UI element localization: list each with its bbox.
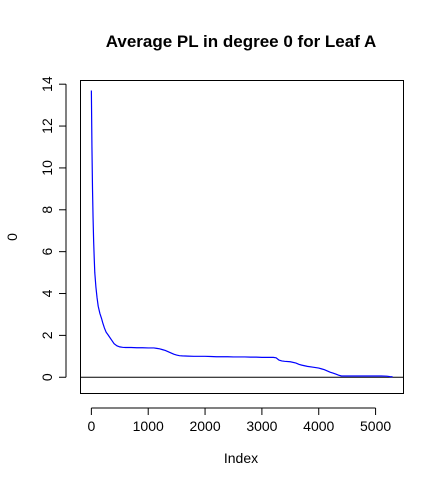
series-line <box>90 90 393 378</box>
y-tick-label: 4 <box>39 289 55 297</box>
y-tick-label: 2 <box>39 331 55 339</box>
y-tick-label: 10 <box>39 160 55 176</box>
x-tick-label: 3000 <box>246 418 277 434</box>
x-axis-label: Index <box>224 450 258 466</box>
x-tick-label: 4000 <box>303 418 334 434</box>
x-tick-label: 1000 <box>133 418 164 434</box>
y-axis-label: 0 <box>4 233 20 241</box>
x-tick-label: 5000 <box>360 418 391 434</box>
y-tick-label: 8 <box>39 206 55 214</box>
plot-box <box>80 80 404 394</box>
x-axis: 0 1000 2000 3000 4000 5000 <box>87 407 391 434</box>
chart-title: Average PL in degree 0 for Leaf A <box>106 32 377 51</box>
y-axis: 0 2 4 6 8 10 12 14 <box>39 76 67 381</box>
y-tick-label: 6 <box>39 248 55 256</box>
y-tick-label: 12 <box>39 118 55 134</box>
x-tick-label: 2000 <box>189 418 220 434</box>
y-tick-label: 14 <box>39 76 55 92</box>
x-tick-label: 0 <box>87 418 95 434</box>
y-tick-label: 0 <box>39 373 55 381</box>
